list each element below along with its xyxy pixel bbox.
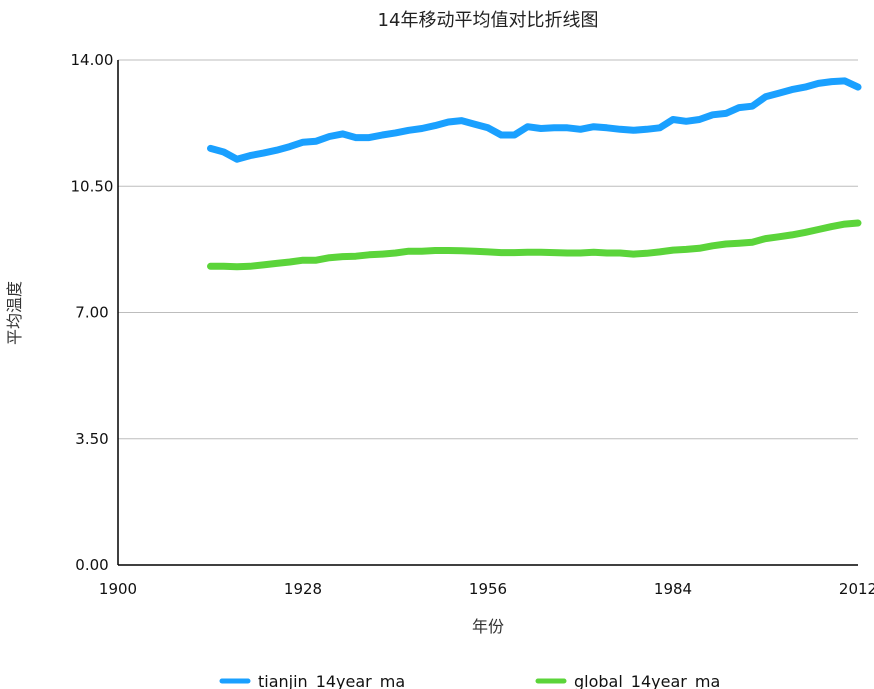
x-tick-labels: 1900 1928 1956 1984 2012 (99, 580, 874, 598)
x-tick-label: 1984 (654, 580, 692, 598)
chart-title: 14年移动平均值对比折线图 (378, 10, 599, 31)
x-tick-label: 2012 (839, 580, 874, 598)
y-tick-labels: 0.00 3.50 7.00 10.50 14.00 (71, 51, 114, 574)
series-line-global (207, 219, 862, 271)
grid-lines (118, 59, 858, 440)
x-axis-label: 年份 (472, 617, 504, 636)
legend-label-global: global_14year_ma (574, 672, 720, 689)
legend-label-tianjin: tianjin_14year_ma (258, 672, 405, 689)
y-tick-label: 10.50 (71, 177, 114, 195)
y-tick-label: 14.00 (71, 51, 114, 69)
series-layer (207, 77, 862, 271)
legend: tianjin_14year_ma global_14year_ma (219, 672, 720, 689)
y-tick-label: 7.00 (75, 304, 108, 322)
x-tick-label: 1956 (469, 580, 507, 598)
series-line-tianjin (207, 77, 862, 163)
y-tick-label: 0.00 (75, 556, 108, 574)
y-tick-label: 3.50 (75, 430, 108, 448)
x-tick-label: 1900 (99, 580, 137, 598)
x-tick-label: 1928 (284, 580, 322, 598)
y-axis-label: 平均温度 (5, 281, 24, 345)
